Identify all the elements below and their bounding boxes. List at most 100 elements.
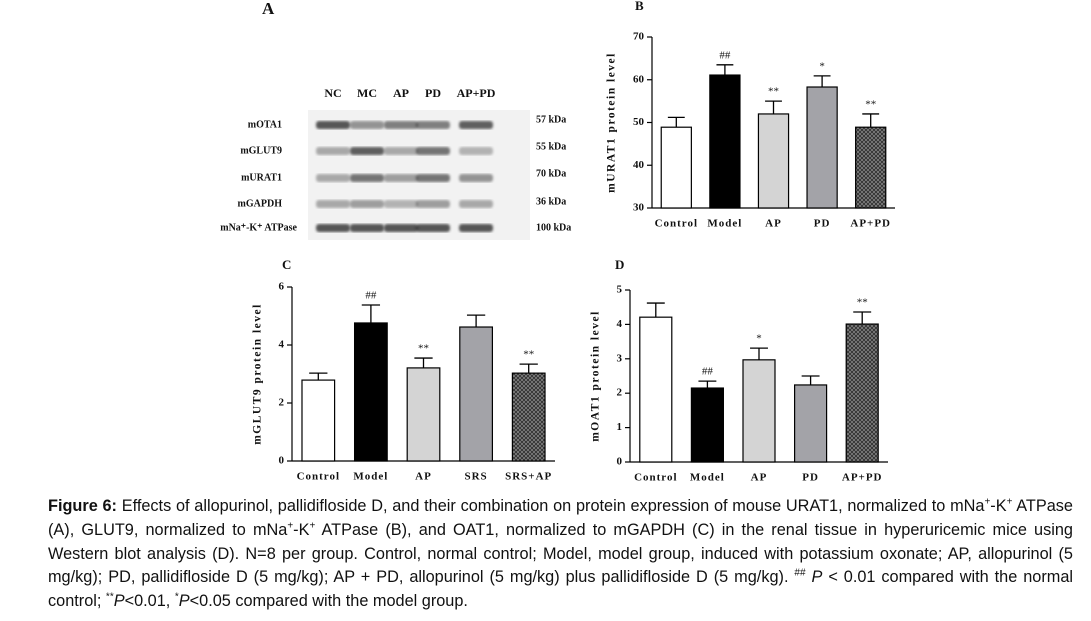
lane-label: AP	[393, 86, 409, 100]
caption-text: ##	[794, 567, 806, 579]
blot-band	[416, 200, 450, 208]
row-label: mGLUT9	[240, 145, 282, 156]
x-tick-label: AP+PD	[842, 472, 883, 484]
x-tick-label: AP	[765, 218, 782, 230]
x-tick-label: Control	[634, 472, 677, 484]
caption-text: <0.05 compared with the model group.	[189, 592, 468, 611]
blot-band	[459, 200, 493, 208]
blot-band	[316, 147, 350, 155]
y-tick-label: 5	[617, 284, 623, 296]
bar	[757, 113, 790, 209]
significance-label: ##	[719, 49, 731, 61]
y-axis-label: mOAT1 protein level	[590, 310, 602, 442]
caption-text: -K	[990, 497, 1007, 515]
bar	[301, 379, 336, 462]
blot-band	[316, 200, 350, 208]
caption-text: +	[287, 520, 294, 532]
y-tick-label: 6	[279, 281, 285, 293]
y-axis-label: mGLUT9 protein level	[252, 303, 264, 445]
caption-text: *	[174, 591, 179, 603]
panel-label: B	[635, 0, 644, 13]
bar	[353, 322, 388, 462]
caption-text: -K	[293, 520, 310, 539]
y-tick-label: 0	[617, 456, 623, 468]
significance-label: **	[857, 297, 868, 309]
lane-label: PD	[425, 86, 441, 100]
panel-label: D	[615, 257, 624, 272]
bar	[660, 126, 692, 209]
bar	[742, 359, 776, 463]
y-tick-label: 2	[617, 387, 623, 399]
caption-text: Figure 6:	[48, 497, 117, 515]
bar	[855, 126, 887, 209]
figure-caption: Figure 6: Effects of allopurinol, pallid…	[48, 495, 1073, 614]
caption-text: <0.01,	[124, 592, 175, 611]
lane-label: MC	[357, 86, 377, 100]
y-tick-label: 3	[617, 352, 623, 364]
x-tick-label: Model	[690, 472, 725, 484]
y-tick-label: 4	[279, 339, 285, 351]
x-tick-label: SRS	[465, 471, 488, 483]
significance-label: **	[523, 349, 534, 361]
blot-band	[459, 224, 493, 232]
y-tick-label: 70	[633, 31, 645, 43]
y-tick-label: 60	[633, 73, 645, 85]
y-tick-label: 50	[633, 116, 645, 128]
blot-band	[316, 174, 350, 182]
caption-text: Effects of allopurinol, pallidifloside D…	[116, 497, 985, 515]
blot-band	[350, 147, 384, 155]
row-label: mURAT1	[241, 172, 282, 183]
row-label: mGAPDH	[238, 198, 283, 209]
figure: A NC MC AP PD AP+PD mOTA1 57 kDa mGLUT9 55 kDa mUR…	[220, 0, 895, 484]
x-tick-label: Model	[353, 471, 388, 483]
significance-label: **	[865, 98, 876, 110]
bar	[690, 387, 724, 463]
caption-text: ATPase (A), GLUT9, normalized to mNa	[48, 497, 1073, 539]
bar	[511, 372, 546, 462]
blot-band	[384, 121, 418, 129]
caption-text: ATPase (B), and OAT1, normalized to mGAP…	[48, 520, 1073, 587]
blot-band	[384, 147, 418, 155]
x-tick-label: SRS+AP	[505, 471, 552, 483]
size-label: 70 kDa	[536, 168, 566, 179]
size-label: 57 kDa	[536, 114, 566, 125]
blot-band	[416, 121, 450, 129]
blot-band	[350, 174, 384, 182]
caption-text: < 0.01 compared with the normal control;	[48, 568, 1073, 611]
x-tick-label: Control	[297, 471, 340, 483]
blot-band	[316, 224, 350, 232]
x-tick-label: PD	[814, 218, 831, 230]
lane-label: AP+PD	[457, 86, 496, 100]
y-tick-label: 0	[279, 455, 285, 467]
size-label: 100 kDa	[536, 222, 571, 233]
caption-text: +	[984, 496, 991, 508]
y-tick-label: 40	[633, 159, 645, 171]
x-tick-label: AP	[751, 472, 768, 484]
caption-text: P	[113, 592, 125, 611]
blot-band	[459, 121, 493, 129]
caption-text: +	[1006, 496, 1013, 508]
blot-band	[459, 147, 493, 155]
bar	[845, 323, 879, 463]
size-label: 55 kDa	[536, 141, 566, 152]
blot-band	[416, 147, 450, 155]
bar	[709, 74, 741, 209]
caption-text: P	[178, 592, 190, 611]
x-tick-label: AP	[415, 471, 432, 483]
blot-band	[316, 121, 350, 129]
y-tick-label: 2	[279, 397, 285, 409]
blot-band	[384, 224, 418, 232]
y-tick-label: 30	[633, 202, 645, 214]
caption-text: **	[105, 591, 114, 603]
row-label: mOTA1	[248, 119, 282, 130]
significance-label: *	[756, 333, 762, 345]
size-label: 36 kDa	[536, 196, 566, 207]
blot-band	[350, 200, 384, 208]
significance-label: ##	[702, 366, 714, 378]
caption-text: +	[309, 520, 316, 532]
blot-band	[384, 200, 418, 208]
significance-label: **	[418, 343, 429, 355]
bar	[639, 316, 673, 463]
blot-band	[459, 174, 493, 182]
